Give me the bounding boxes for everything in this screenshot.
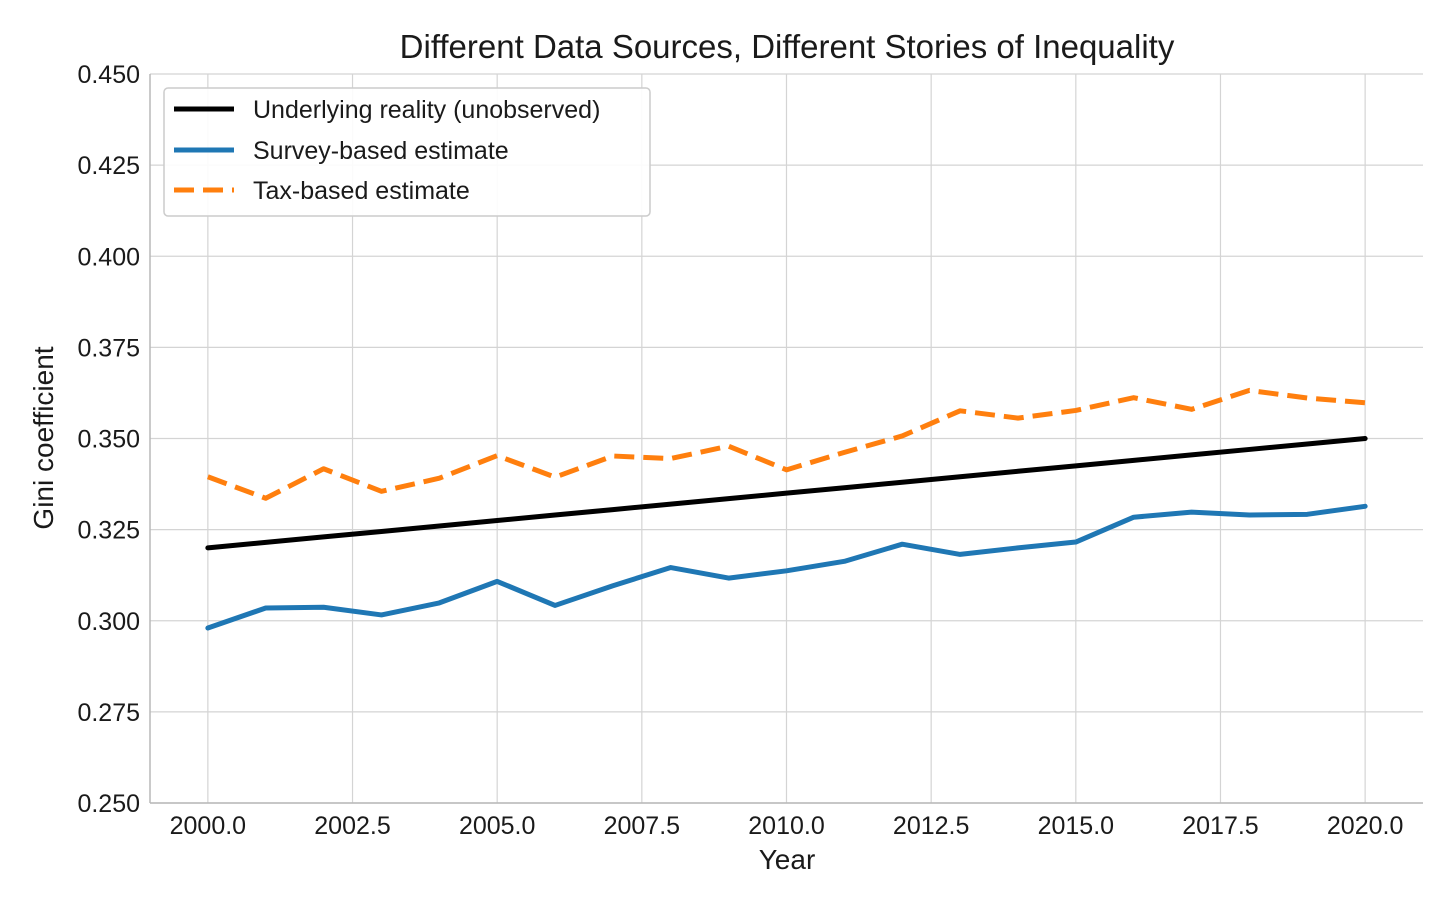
x-tick-label: 2005.0: [459, 812, 535, 840]
y-tick-label: 0.250: [77, 790, 140, 818]
legend-label-reality: Underlying reality (unobserved): [253, 96, 600, 124]
series-lines: [205, 387, 1368, 631]
legend-frame: [163, 87, 651, 217]
series-line-survey: [205, 503, 1368, 631]
y-axis-label: Gini coefficient: [28, 346, 59, 529]
y-tick-label: 0.325: [77, 517, 140, 545]
y-tick-label: 0.275: [77, 699, 140, 727]
axes: [149, 74, 1423, 804]
x-tick-label: 2007.5: [604, 812, 680, 840]
x-tick-label: 2010.0: [748, 812, 824, 840]
x-tick-label: 2017.5: [1182, 812, 1258, 840]
legend-label-survey: Survey-based estimate: [253, 137, 509, 165]
legend-label-tax: Tax-based estimate: [253, 177, 470, 205]
series-line-tax: [206, 387, 1366, 501]
y-tick-label: 0.450: [77, 61, 140, 89]
x-tick-label: 2015.0: [1038, 812, 1114, 840]
y-tick-label: 0.425: [77, 152, 140, 180]
chart-title: Different Data Sources, Different Storie…: [400, 28, 1175, 65]
tick-labels: 2000.0 2002.5 2005.0 2007.5 2010.0 2012.5 2015…: [77, 61, 1403, 840]
x-tick-label: 2020.0: [1327, 812, 1403, 840]
grid: [150, 73, 1423, 804]
y-tick-label: 0.400: [77, 243, 140, 271]
y-tick-label: 0.375: [77, 334, 140, 362]
series-line-reality: [205, 436, 1368, 551]
legend: Underlying reality (unobserved) Survey-b…: [163, 87, 651, 217]
y-tick-label: 0.350: [77, 426, 140, 454]
x-tick-label: 2002.5: [314, 812, 390, 840]
x-axis-label: Year: [759, 844, 816, 875]
x-tick-label: 2012.5: [893, 812, 969, 840]
y-tick-label: 0.300: [77, 608, 140, 636]
x-tick-label: 2000.0: [170, 812, 246, 840]
